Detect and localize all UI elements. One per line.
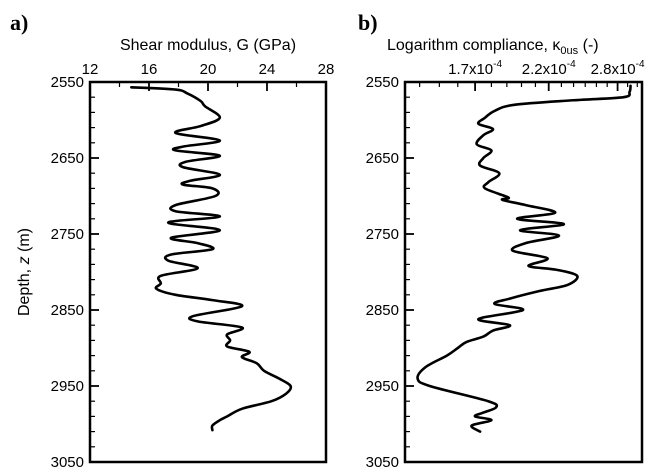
x-tick-label: 24: [259, 61, 276, 78]
y-tick-label: 2950: [51, 378, 84, 395]
y-tick-label: 3050: [51, 454, 84, 471]
chart-panel-2: b) Logarithm compliance, κ0us (-) 2550 2650…: [358, 10, 645, 471]
y-tick-label: 2950: [366, 378, 399, 395]
x-tick-label: 2.8x10-4: [591, 59, 645, 78]
y-axis-title-prefix: Depth,: [16, 264, 33, 316]
x-tick-label: 2.2x10-4: [522, 59, 576, 78]
panel-label: a): [10, 10, 28, 35]
x-tick-label: 20: [200, 61, 217, 78]
y-tick-label: 2550: [51, 74, 84, 91]
y-tick-label: 3050: [366, 454, 399, 471]
x-axis-title-suffix: (-): [578, 37, 598, 54]
x-axis-title: Shear modulus, G (GPa): [120, 37, 296, 54]
x-axis-title: Logarithm compliance, κ0us (-): [387, 37, 599, 57]
y-tick-label: 2850: [366, 302, 399, 319]
x-tick-exponent: -4: [493, 59, 502, 70]
y-axis-title: Depth, z (m): [16, 228, 33, 316]
x-tick-label: 12: [82, 61, 99, 78]
y-tick-label: 2650: [51, 150, 84, 167]
plot-frame: [403, 80, 644, 464]
y-tick-label: 2750: [366, 226, 399, 243]
x-axis-title-subscript: 0us: [560, 45, 578, 57]
x-axis-title-kappa: κ: [552, 37, 561, 54]
y-tick-label: 2550: [366, 74, 399, 91]
y-tick-label: 2650: [366, 150, 399, 167]
y-tick-label: 2850: [51, 302, 84, 319]
data-series-line-1: [416, 84, 632, 433]
x-tick-label: 16: [141, 61, 158, 78]
x-tick-label: 1.7x10-4: [448, 59, 502, 78]
x-tick-mantissa: 2.2x10: [522, 61, 567, 78]
panel-label: b): [358, 10, 378, 35]
x-tick-exponent: -4: [567, 59, 576, 70]
x-tick-mantissa: 2.8x10: [591, 61, 636, 78]
x-tick-mantissa: 1.7x10: [448, 61, 493, 78]
x-tick-exponent: -4: [636, 59, 645, 70]
y-axis-title-variable: z: [16, 256, 33, 265]
chart-panel-1: a) Shear modulus, G (GPa) Depth, z (m) 2550…: [10, 10, 334, 471]
y-tick-label: 2750: [51, 226, 84, 243]
x-tick-label: 28: [318, 61, 335, 78]
y-axis-title-suffix: (m): [16, 228, 33, 256]
x-axis-title-prefix: Logarithm compliance,: [387, 37, 552, 54]
data-series-line-1: [130, 86, 293, 432]
